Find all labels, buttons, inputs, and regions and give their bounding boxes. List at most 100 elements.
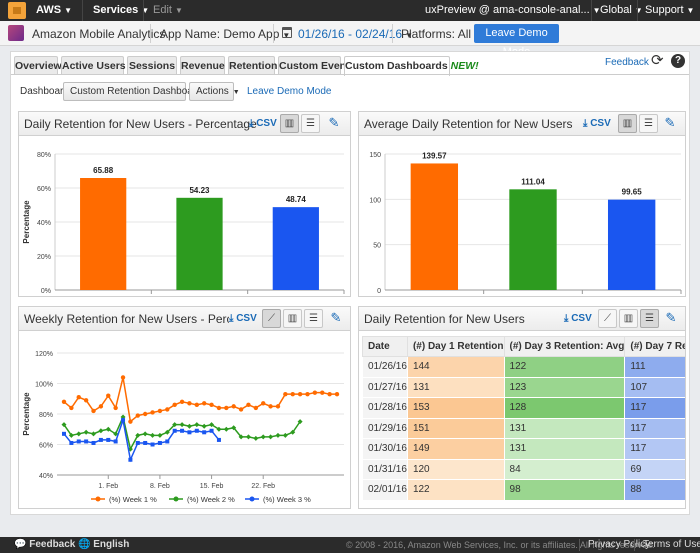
leave-demo-link[interactable]: Leave Demo Mode — [247, 86, 332, 97]
help-icon[interactable]: ? — [671, 54, 685, 68]
csv-export-link[interactable]: ⤓ CSV — [249, 118, 277, 129]
csv-export-link[interactable]: ⤓ CSV — [583, 118, 611, 129]
platforms-selector[interactable]: Platforms: All ▼ — [401, 27, 482, 41]
day7-cell: 111 — [624, 356, 685, 378]
edit-pencil-icon[interactable]: ✎ — [664, 115, 676, 130]
tab-revenue[interactable]: Revenue — [180, 56, 225, 75]
data-point — [91, 408, 96, 414]
tab-sessions[interactable]: Sessions — [127, 56, 177, 75]
divider — [579, 539, 580, 551]
legend-marker — [95, 496, 101, 502]
app-name-selector[interactable]: App Name: Demo App ▼ — [160, 27, 290, 41]
privacy-policy-link[interactable]: Privacy Policy — [588, 539, 651, 550]
platforms-value: All — [457, 27, 472, 41]
data-point — [194, 422, 200, 428]
csv-export-link[interactable]: ⤓ CSV — [564, 313, 592, 324]
bar-chart-view-button[interactable]: ▥ — [619, 309, 638, 328]
data-point — [282, 432, 288, 438]
tab-custom-events[interactable]: Custom Events — [278, 56, 355, 75]
table-view-button[interactable]: ☰ — [640, 309, 659, 328]
data-point — [143, 440, 148, 445]
bar-chart-view-button[interactable]: ▥ — [280, 114, 299, 133]
data-point — [238, 407, 244, 412]
data-point — [334, 391, 340, 397]
region-menu[interactable]: Global ▼ — [600, 4, 643, 16]
data-point — [106, 393, 111, 398]
actions-label: Actions — [196, 86, 229, 97]
aws-cube-icon[interactable] — [8, 2, 26, 19]
data-point — [98, 428, 104, 434]
table-header-date[interactable]: Date — [362, 336, 408, 357]
dashboard-selector[interactable]: Custom Retention Dashboard▼ — [63, 82, 213, 101]
aws-menu[interactable]: AWS ▼ — [36, 4, 72, 16]
table-header-day7[interactable]: (#) Day 7 Retention: Avg — [624, 336, 685, 357]
day3-cell: 131 — [503, 417, 626, 439]
table-view-button[interactable]: ☰ — [639, 114, 658, 133]
csv-label: CSV — [571, 313, 592, 324]
data-point — [201, 401, 207, 406]
edit-pencil-icon[interactable]: ✎ — [330, 310, 342, 325]
table-header-row: Date (#) Day 1 Retention (#) Day 3 Reten… — [362, 336, 685, 357]
edit-pencil-icon[interactable]: ✎ — [665, 310, 677, 325]
table-view-button[interactable]: ☰ — [301, 114, 320, 133]
support-menu[interactable]: Support ▼ — [645, 4, 694, 16]
date-range-selector[interactable]: 01/26/16 - 02/24/16 ▼ — [298, 27, 413, 41]
line-chart-view-button[interactable]: ⟋ — [262, 309, 281, 328]
data-point — [69, 405, 74, 411]
day1-cell: 149 — [406, 438, 505, 460]
data-label: 99.65 — [622, 188, 643, 197]
date-cell: 01/27/16 — [362, 376, 408, 398]
data-point — [231, 425, 237, 431]
tab-active-users[interactable]: Active Users — [61, 56, 126, 75]
footer: 💬 Feedback 🌐 English © 2008 - 2016, Amaz… — [0, 537, 700, 553]
x-tick-label: 22. Feb — [251, 483, 275, 490]
dashboard-label: Dashboard: — [20, 86, 72, 97]
table-header-day3[interactable]: (#) Day 3 Retention: Avg — [503, 336, 626, 357]
table-view-button[interactable]: ☰ — [304, 309, 323, 328]
data-point — [68, 432, 74, 438]
y-tick-label: 0% — [41, 288, 51, 295]
data-point — [179, 422, 185, 428]
tab-retention[interactable]: Retention — [228, 56, 277, 75]
line-chart-view-button[interactable]: ⟋ — [598, 309, 617, 328]
panel-header: Daily Retention for New Users - Percenta… — [19, 112, 350, 136]
data-point — [91, 440, 96, 445]
footer-feedback-link[interactable]: 💬 Feedback — [14, 539, 75, 550]
y-tick-label: 60% — [37, 186, 51, 193]
data-point — [275, 432, 281, 438]
edit-menu[interactable]: Edit ▼ — [153, 4, 183, 16]
data-point — [180, 428, 185, 433]
y-tick-label: 60% — [39, 443, 53, 450]
speech-bubble-icon: 💬 — [14, 539, 27, 550]
date-cell: 02/01/16 — [362, 479, 408, 501]
bar-chart-icon: ▥ — [284, 118, 295, 129]
data-point — [223, 426, 229, 432]
dashboard-container: Overview Active Users Sessions Revenue R… — [10, 51, 690, 515]
account-menu[interactable]: uxPreview @ ama-console-anal... ▼ — [425, 4, 601, 16]
leave-demo-button[interactable]: Leave Demo Mode — [474, 24, 559, 58]
csv-export-link[interactable]: ⤓ CSV — [229, 313, 257, 324]
data-point — [253, 405, 259, 411]
bar — [410, 163, 459, 290]
feedback-link[interactable]: Feedback — [605, 57, 649, 68]
bar-chart-view-button[interactable]: ▥ — [618, 114, 637, 133]
language-selector[interactable]: 🌐 English — [78, 539, 129, 550]
data-point — [194, 428, 199, 433]
data-point — [98, 437, 103, 442]
terms-of-use-link[interactable]: Terms of Use — [643, 539, 700, 550]
data-point — [120, 375, 126, 380]
refresh-icon[interactable]: ⟳ — [651, 52, 664, 69]
calendar-icon[interactable] — [282, 27, 292, 38]
tab-custom-dashboards[interactable]: Custom Dashboards NEW! — [344, 56, 479, 76]
mobile-analytics-logo-icon — [8, 25, 24, 41]
services-menu[interactable]: Services ▼ — [93, 4, 149, 16]
tab-overview[interactable]: Overview — [14, 56, 62, 75]
actions-button[interactable]: Actions ▼ — [189, 82, 240, 101]
data-point — [69, 440, 74, 445]
edit-pencil-icon[interactable]: ✎ — [328, 115, 340, 130]
series-line — [63, 417, 220, 463]
table-header-day1[interactable]: (#) Day 1 Retention — [406, 336, 505, 357]
chevron-down-icon: ▼ — [686, 6, 695, 15]
bar-chart-view-button[interactable]: ▥ — [283, 309, 302, 328]
